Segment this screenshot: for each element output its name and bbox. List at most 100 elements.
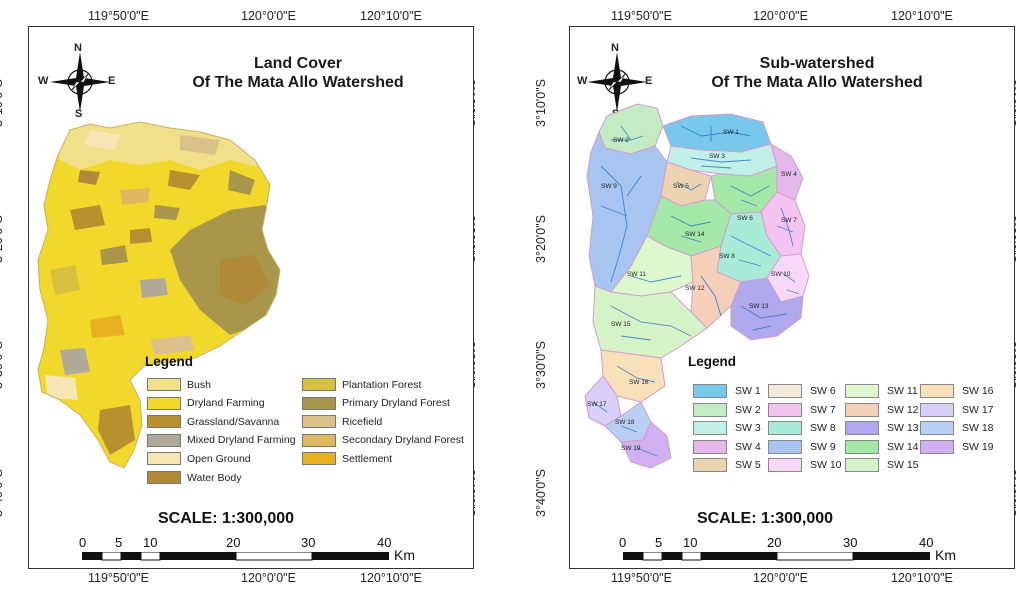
legend-swatch [768, 402, 802, 417]
legend-label: Plantation Forest [342, 378, 422, 391]
map-label-sw13: SW 13 [749, 303, 769, 310]
legend-item-sw16: SW 16 [920, 384, 994, 398]
legend-swatch [147, 471, 181, 484]
legend-label: Bush [187, 378, 211, 391]
legend-label: SW 18 [962, 422, 994, 434]
legend-label: Open Ground [187, 452, 251, 465]
map-title-line1: Land Cover [253, 55, 342, 72]
legend-swatch [302, 415, 336, 429]
map-label-sw7: SW 7 [781, 217, 797, 224]
legend-swatch [693, 402, 727, 417]
legend-item-sw12: SW 12 [845, 402, 919, 417]
legend-item-sw5: SW 5 [693, 458, 761, 472]
legend-swatch [845, 458, 879, 472]
map-title-line1: Sub-watershed [759, 55, 875, 72]
legend-item-sw13: SW 13 [845, 421, 919, 435]
land-cover-map [37, 121, 281, 469]
lat-label-left-2: 3°20'0"S [533, 215, 548, 263]
lon-label-bottom-1: 119°50'0"E [611, 571, 672, 585]
map-label-sw1: SW 1 [723, 129, 739, 136]
map-label-sw6: SW 6 [737, 215, 753, 222]
legend-label: Primary Dryland Forest [342, 397, 450, 410]
legend-label: SW 3 [735, 422, 761, 434]
legend-label: Secondary Dryland Forest [342, 434, 464, 447]
legend-swatch [920, 384, 954, 398]
legend-swatch [302, 396, 336, 410]
sub-watershed-map: SW 1 SW 2 SW 3 SW 4 SW 5 SW 6 SW 7 SW 8 … [584, 103, 810, 469]
scalebar-num-40: 40 [377, 535, 392, 550]
legend-swatch [147, 452, 181, 466]
map-label-sw8: SW 8 [719, 253, 735, 260]
compass-w: W [577, 75, 588, 87]
map-label-sw15: SW 15 [611, 321, 631, 328]
legend-swatch [302, 433, 336, 447]
legend-label: Grassland/Savanna [187, 415, 280, 428]
legend-swatch [302, 378, 336, 391]
legend-label: Mixed Dryland Farming [187, 434, 296, 447]
lon-label-bottom-2: 120°0'0"E [753, 571, 808, 585]
map-label-sw5: SW 5 [673, 183, 689, 190]
legend-item-sw14: SW 14 [845, 439, 919, 454]
compass-w: W [38, 75, 49, 87]
lon-label-bottom-3: 120°10'0"E [891, 571, 953, 585]
legend-label: SW 2 [735, 403, 761, 416]
scalebar-num-20: 20 [226, 535, 241, 550]
legend-swatch [920, 421, 954, 435]
compass-e: E [108, 75, 116, 87]
legend-item-grassland-savanna: Grassland/Savanna [147, 415, 280, 429]
scalebar-unit: Km [394, 547, 415, 563]
scalebar-num-5: 5 [115, 535, 123, 550]
scalebar-num-5: 5 [655, 535, 663, 550]
legend-swatch [147, 378, 181, 391]
lon-label-top-3: 120°10'0"E [891, 9, 953, 23]
legend-swatch [768, 421, 802, 435]
legend-label: SW 9 [810, 440, 836, 453]
legend-item-sw18: SW 18 [920, 421, 994, 435]
compass-e: E [645, 75, 653, 87]
map-label-sw14: SW 14 [685, 231, 705, 238]
scalebar-num-40: 40 [919, 535, 934, 550]
scalebar-num-30: 30 [843, 535, 858, 550]
scalebar-num-0: 0 [619, 535, 627, 550]
map-label-sw3: SW 3 [709, 153, 725, 160]
legend-item-sw8: SW 8 [768, 421, 836, 435]
lat-label-left-4: 3°40'0"S [0, 469, 5, 517]
scale-label: SCALE: 1:300,000 [158, 510, 295, 527]
lon-label-top-2: 120°0'0"E [753, 9, 808, 23]
lat-label-left-2: 3°20'0"S [0, 215, 5, 263]
legend-swatch [845, 421, 879, 435]
map-label-sw12: SW 12 [685, 285, 705, 292]
compass-rose-icon [587, 52, 647, 112]
legend-item-mixed-dryland-farming: Mixed Dryland Farming [147, 433, 296, 447]
scale-bar [623, 552, 930, 561]
lat-label-left-4: 3°40'0"S [533, 469, 548, 517]
land-cover-map-panel: 119°50'0"E 120°0'0"E 120°10'0"E 119°50'0… [0, 0, 516, 592]
lon-label-top-2: 120°0'0"E [241, 9, 296, 23]
legend-swatch [920, 439, 954, 454]
legend-swatch [147, 415, 181, 429]
legend-label: SW 7 [810, 403, 836, 416]
legend-item-sw11: SW 11 [845, 384, 918, 398]
scalebar-num-30: 30 [301, 535, 316, 550]
lon-label-top-1: 119°50'0"E [611, 9, 672, 23]
legend-swatch [845, 384, 879, 398]
legend-label: SW 17 [962, 403, 994, 416]
lon-label-bottom-2: 120°0'0"E [241, 571, 296, 585]
legend-swatch [845, 402, 879, 417]
legend-swatch [768, 384, 802, 398]
legend-label: SW 11 [887, 385, 918, 397]
map-title: Sub-watershed Of The Mata Allo Watershed [667, 54, 967, 92]
map-label-sw17: SW 17 [587, 401, 607, 408]
legend-label: SW 1 [735, 385, 761, 397]
legend-label: Water Body [187, 471, 242, 484]
scalebar-num-20: 20 [767, 535, 782, 550]
legend-swatch [768, 458, 802, 472]
compass-n: N [611, 42, 619, 54]
legend-item-sw15: SW 15 [845, 458, 919, 472]
map-label-sw4: SW 4 [781, 171, 797, 178]
legend-item-sw6: SW 6 [768, 384, 836, 398]
lat-label-left-1: 3°10'0"S [533, 79, 548, 127]
legend-item-sw1: SW 1 [693, 384, 761, 398]
legend-item-primary-dryland-forest: Primary Dryland Forest [302, 396, 450, 410]
map-title-line2: Of The Mata Allo Watershed [192, 74, 404, 91]
